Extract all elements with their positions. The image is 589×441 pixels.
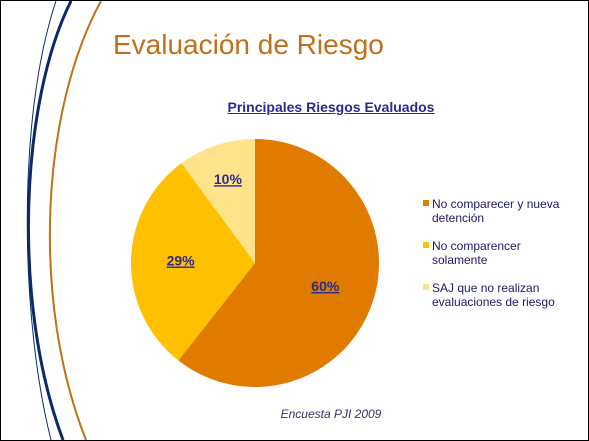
legend-item: SAJ que no realizan evaluaciones de ries… [423, 281, 573, 309]
chart-title: Principales Riesgos Evaluados [1, 99, 589, 115]
legend-label: No comparencer solamente [432, 239, 521, 267]
decor-curve [27, 1, 56, 440]
data-label: 10% [214, 171, 243, 187]
slide: 60% 29% 10% Evaluación de Riesgo Principal… [0, 0, 589, 441]
legend-item: No comparencer solamente [423, 239, 573, 267]
footnote: Encuesta PJI 2009 [1, 407, 589, 421]
data-label: 60% [311, 278, 340, 294]
legend-swatch [423, 242, 429, 248]
legend-item: No comparecer y nueva detención [423, 197, 573, 225]
legend-swatch [423, 200, 429, 206]
data-label: 29% [167, 253, 196, 269]
decor-curve [50, 1, 101, 440]
legend-label: No comparecer y nueva detención [432, 197, 559, 225]
legend-label: SAJ que no realizan evaluaciones de ries… [432, 281, 555, 309]
slide-title: Evaluación de Riesgo [113, 29, 384, 61]
legend: No comparecer y nueva detención No compar… [423, 197, 573, 323]
legend-swatch [423, 284, 429, 290]
